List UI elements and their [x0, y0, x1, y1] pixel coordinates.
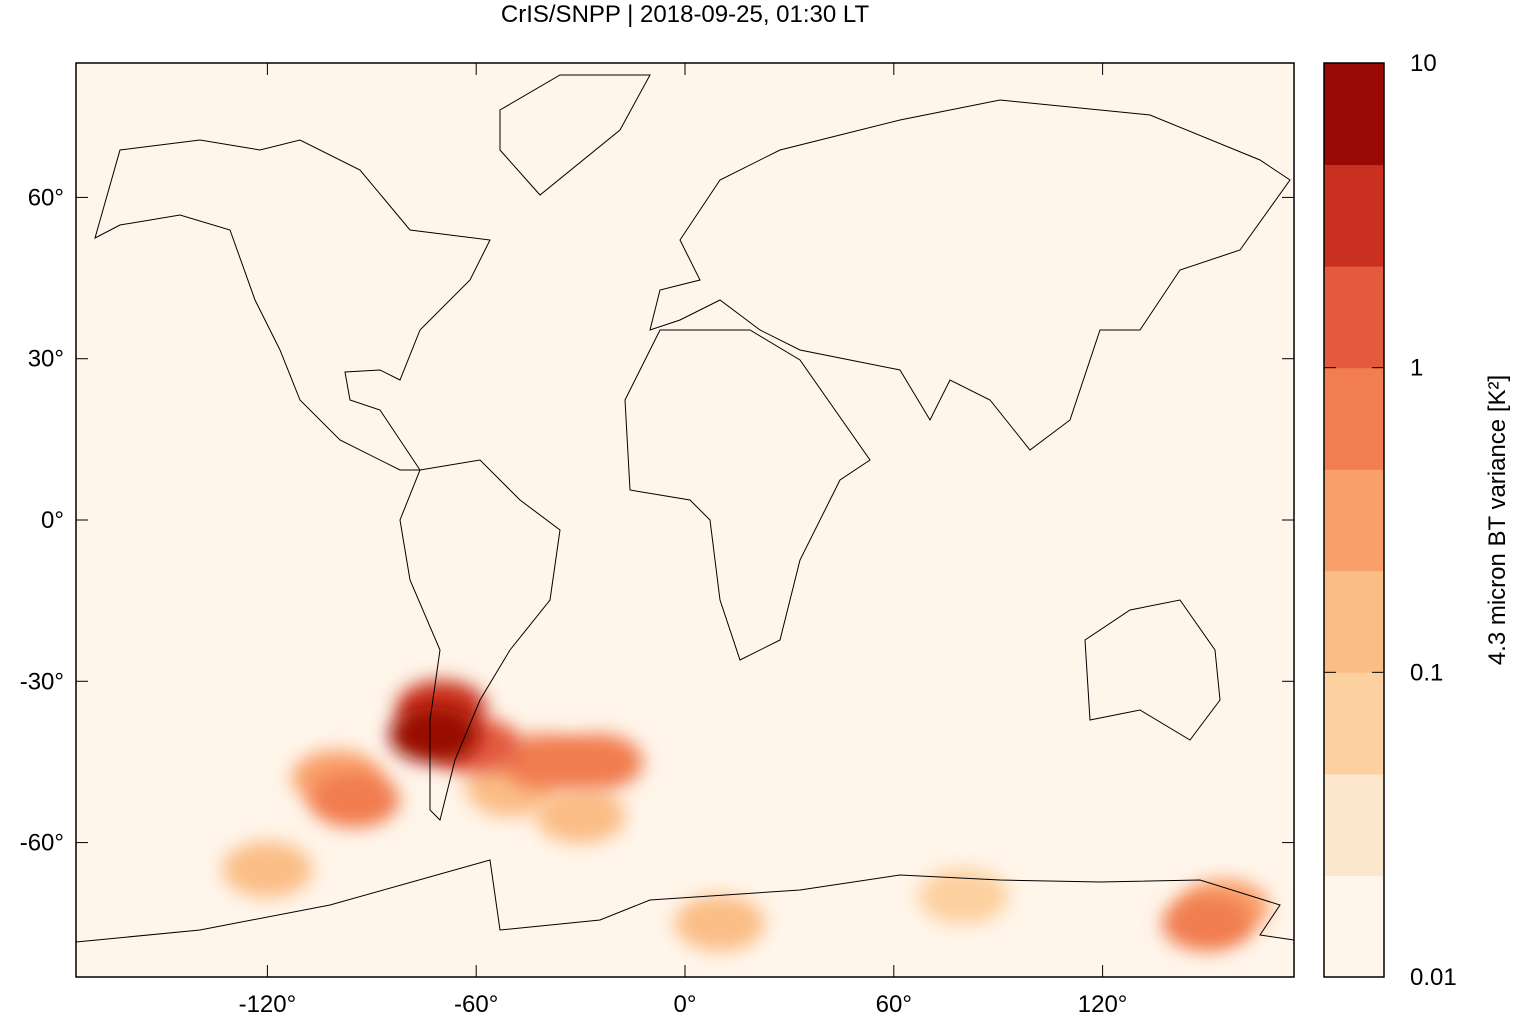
coastline [94, 139, 491, 471]
variance-hotspot [918, 868, 1009, 925]
colorbar-tick-label: 10 [1410, 50, 1437, 77]
coastline [399, 459, 561, 821]
colorbar-tick-label: 0.01 [1410, 964, 1457, 991]
colorbar-tick-label: 0.1 [1410, 659, 1443, 686]
x-tick-label: 60° [876, 991, 912, 1018]
chart-title: CrIS/SNPP | 2018-09-25, 01:30 LT [501, 1, 870, 28]
colorbar: 0.01 0.1 1 10 [1323, 50, 1457, 991]
variance-hotspot [222, 841, 313, 898]
x-tick-label: 120° [1078, 991, 1128, 1018]
colorbar-swatch [1324, 164, 1384, 267]
y-tick-label: 60° [28, 184, 64, 211]
coastline [649, 99, 1291, 451]
colorbar-label: 4.3 micron BT variance [K²] [1484, 375, 1511, 665]
variance-hotspot [500, 733, 591, 790]
colorbar-frame [1323, 62, 1385, 978]
variance-hotspot [535, 787, 626, 844]
coastline [76, 859, 1294, 943]
coastline [1084, 599, 1221, 741]
colorbar-swatch [1324, 672, 1384, 775]
x-tick-label: -60° [454, 991, 498, 1018]
y-tick-label: -60° [20, 830, 64, 857]
colorbar-swatch [1324, 773, 1384, 876]
y-tick-label: 0° [41, 507, 64, 534]
variance-hotspot [309, 771, 400, 828]
y-tick-label: 30° [28, 346, 64, 373]
y-tick-label: -30° [20, 668, 64, 695]
variance-hotspot [674, 895, 765, 952]
colorbar-swatch [1324, 367, 1384, 470]
colorbar-tick-label: 1 [1410, 355, 1423, 382]
coastline [624, 329, 871, 661]
variance-hotspot [389, 707, 480, 764]
coastlines [76, 74, 1294, 943]
heat-layer [222, 680, 1270, 952]
colorbar-swatch [1324, 875, 1384, 978]
x-tick-label: -120° [239, 991, 297, 1018]
x-tick-label: 0° [674, 991, 697, 1018]
colorbar-swatch [1324, 469, 1384, 572]
variance-hotspot [1162, 895, 1252, 952]
colorbar-swatch [1324, 266, 1384, 369]
map-background [76, 63, 1294, 977]
colorbar-swatch [1324, 570, 1384, 673]
colorbar-swatch [1324, 63, 1384, 166]
coastline [499, 74, 651, 196]
